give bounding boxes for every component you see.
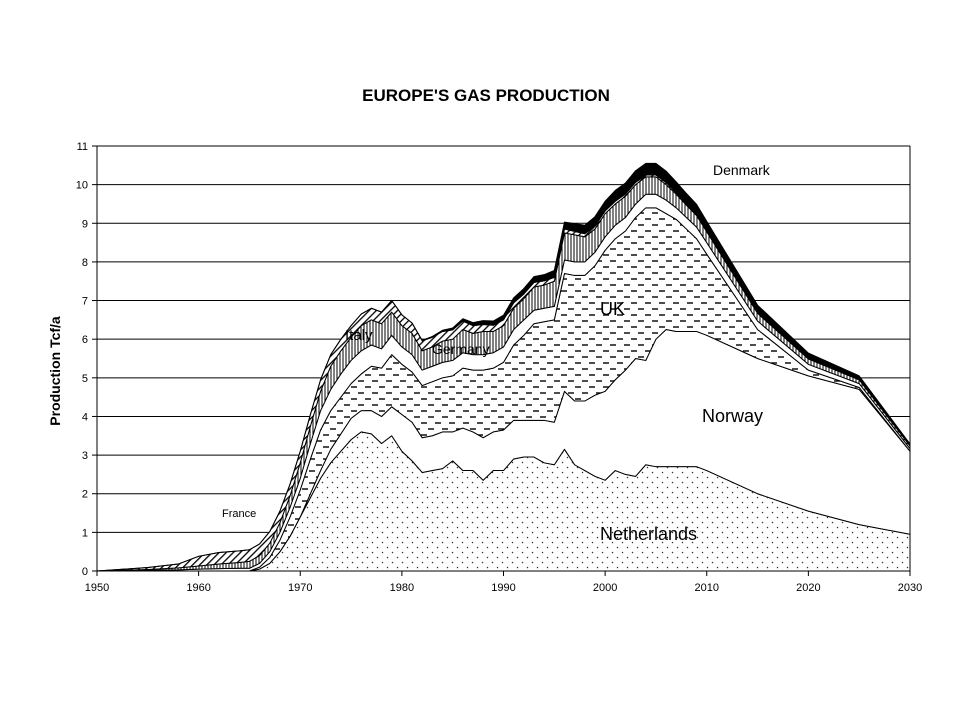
y-tick-label-7: 7: [82, 296, 88, 308]
y-tick-label-5: 5: [82, 373, 88, 385]
y-tick-label-1: 1: [82, 527, 88, 539]
y-tick-label-6: 6: [82, 334, 88, 346]
y-tick-label-8: 8: [82, 257, 88, 269]
x-tick-label-2000: 2000: [593, 582, 617, 594]
y-axis-ticks: 0 1 2 3 4 5 6 7 8 9 10 11: [76, 141, 97, 578]
series-label-uk: UK: [600, 299, 625, 319]
x-tick-label-1980: 1980: [390, 582, 414, 594]
series-label-italy: Italy: [345, 327, 373, 344]
series-label-norway: Norway: [702, 406, 763, 426]
x-tick-label-1960: 1960: [186, 582, 210, 594]
x-tick-label-1970: 1970: [288, 582, 312, 594]
x-tick-label-2030: 2030: [898, 582, 922, 594]
series-label-germany: Germany: [432, 341, 490, 357]
x-axis-ticks: 1950 1960 1970 1980 1990 2000 2010 2020 2030: [85, 571, 922, 594]
y-tick-label-0: 0: [82, 566, 88, 578]
x-tick-label-2020: 2020: [796, 582, 820, 594]
series-label-netherlands: Netherlands: [600, 524, 697, 544]
chart-title: EUROPE'S GAS PRODUCTION: [362, 86, 610, 105]
series-label-denmark: Denmark: [713, 162, 771, 178]
y-tick-label-3: 3: [82, 450, 88, 462]
x-tick-label-2010: 2010: [695, 582, 719, 594]
series-label-france: France: [222, 508, 256, 520]
x-tick-label-1990: 1990: [491, 582, 515, 594]
y-tick-label-9: 9: [82, 218, 88, 230]
y-tick-label-2: 2: [82, 489, 88, 501]
x-tick-label-1950: 1950: [85, 582, 109, 594]
y-tick-label-10: 10: [76, 180, 88, 192]
y-axis-label: Production Tcf/a: [47, 316, 63, 426]
stacked-areas: [96, 162, 911, 572]
y-tick-label-4: 4: [82, 411, 88, 423]
y-tick-label-11: 11: [77, 141, 88, 153]
